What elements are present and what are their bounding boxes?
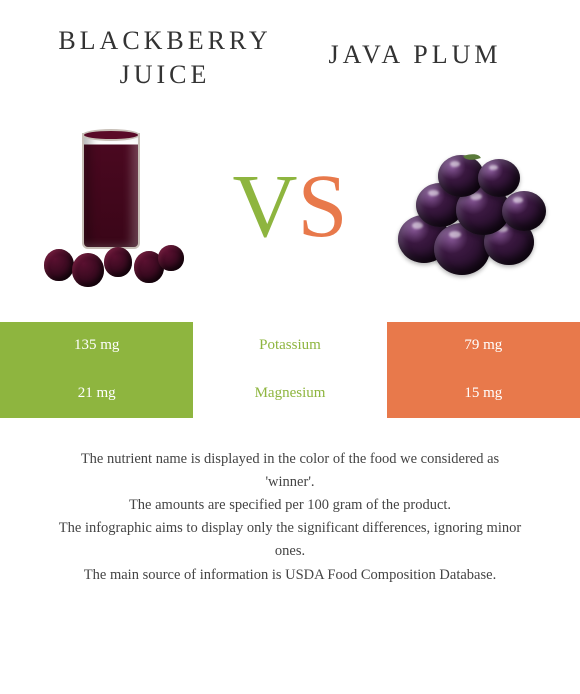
berry-icon [44, 249, 74, 281]
vs-s: S [297, 162, 347, 252]
vs-label: VS [232, 162, 347, 252]
footnotes: The nutrient name is displayed in the co… [0, 418, 580, 607]
plum-illustration [390, 127, 550, 287]
java-plum-image [390, 127, 550, 287]
cell-right-value: 15 mg [387, 370, 580, 418]
table-row: 21 mg Magnesium 15 mg [0, 370, 580, 418]
juice-illustration [30, 127, 190, 287]
cell-nutrient: Magnesium [193, 370, 386, 418]
title-right: Java plum [290, 24, 540, 92]
title-left-line1: Blackberry [58, 26, 271, 55]
berry-icon [72, 253, 104, 287]
footnote-line: ones. [30, 540, 550, 563]
footnote-line: The main source of information is USDA F… [30, 564, 550, 587]
footnote-line: The nutrient name is displayed in the co… [30, 448, 550, 471]
cell-nutrient: Potassium [193, 322, 386, 370]
titles-row: Blackberry juice Java plum [0, 0, 580, 102]
footnote-line: The amounts are specified per 100 gram o… [30, 494, 550, 517]
title-left-line2: juice [120, 60, 211, 89]
plum-icon [478, 159, 520, 197]
footnote-line: 'winner'. [30, 471, 550, 494]
vs-v: V [232, 162, 297, 252]
cell-right-value: 79 mg [387, 322, 580, 370]
infographic-container: Blackberry juice Java plum VS [0, 0, 580, 694]
title-left: Blackberry juice [40, 24, 290, 92]
footnote-line: The infographic aims to display only the… [30, 517, 550, 540]
berry-icon [104, 247, 132, 277]
images-row: VS [0, 102, 580, 322]
cell-left-value: 21 mg [0, 370, 193, 418]
table-row: 135 mg Potassium 79 mg [0, 322, 580, 370]
plum-icon [502, 191, 546, 231]
comparison-table: 135 mg Potassium 79 mg 21 mg Magnesium 1… [0, 322, 580, 418]
glass-icon [82, 133, 140, 249]
blackberry-juice-image [30, 127, 190, 287]
berry-icon [158, 245, 184, 271]
cell-left-value: 135 mg [0, 322, 193, 370]
